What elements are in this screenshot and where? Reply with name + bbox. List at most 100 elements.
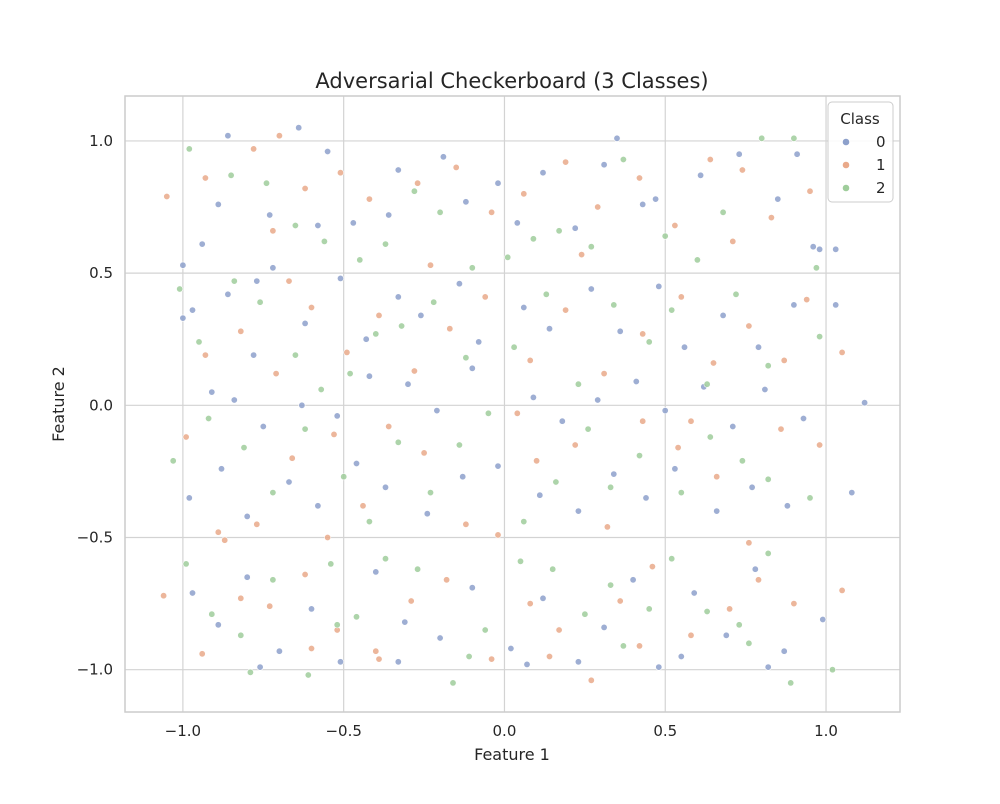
- data-point-class-0: [423, 510, 431, 518]
- data-point-class-2: [262, 179, 270, 187]
- y-tick-label: −1.0: [77, 661, 113, 679]
- data-point-class-2: [320, 237, 328, 245]
- data-point-class-1: [182, 433, 190, 441]
- data-point-class-0: [832, 245, 840, 253]
- data-point-class-0: [677, 652, 685, 660]
- data-point-class-1: [410, 367, 418, 375]
- data-point-class-2: [394, 438, 402, 446]
- data-point-class-1: [745, 322, 753, 330]
- data-point-class-1: [838, 348, 846, 356]
- data-point-class-2: [269, 576, 277, 584]
- data-point-class-1: [816, 441, 824, 449]
- data-point-class-1: [443, 576, 451, 584]
- data-point-class-2: [619, 642, 627, 650]
- data-point-class-1: [709, 359, 717, 367]
- data-point-class-2: [504, 253, 512, 261]
- data-point-class-0: [680, 343, 688, 351]
- data-point-class-1: [198, 650, 206, 658]
- data-point-class-2: [327, 560, 335, 568]
- data-point-class-0: [352, 459, 360, 467]
- data-point-class-0: [336, 658, 344, 666]
- data-point-class-0: [307, 605, 315, 613]
- data-point-class-0: [594, 396, 602, 404]
- data-point-class-1: [336, 169, 344, 177]
- data-point-class-2: [619, 156, 627, 164]
- data-point-class-2: [549, 565, 557, 573]
- data-point-class-1: [639, 417, 647, 425]
- data-point-class-2: [410, 187, 418, 195]
- data-point-class-2: [677, 489, 685, 497]
- data-point-class-1: [780, 356, 788, 364]
- data-point-class-0: [301, 319, 309, 327]
- data-point-class-0: [372, 568, 380, 576]
- data-point-class-1: [275, 132, 283, 140]
- data-point-class-1: [790, 600, 798, 608]
- data-point-class-0: [780, 647, 788, 655]
- data-point-class-0: [754, 343, 762, 351]
- data-point-class-2: [661, 232, 669, 240]
- data-point-class-2: [745, 639, 753, 647]
- legend-entry-label: 1: [876, 156, 886, 174]
- data-point-class-0: [536, 491, 544, 499]
- legend-marker: [842, 138, 850, 146]
- data-point-class-1: [285, 277, 293, 285]
- x-tick-label: 0.0: [493, 722, 517, 740]
- data-point-class-2: [607, 483, 615, 491]
- data-point-class-0: [324, 148, 332, 156]
- data-point-class-2: [372, 330, 380, 338]
- data-point-class-0: [574, 507, 582, 515]
- data-point-class-1: [603, 523, 611, 531]
- data-point-class-1: [301, 185, 309, 193]
- data-point-class-2: [304, 671, 312, 679]
- data-point-class-1: [594, 203, 602, 211]
- data-point-class-1: [767, 214, 775, 222]
- data-point-class-1: [414, 179, 422, 187]
- x-axis-label: Feature 1: [474, 745, 550, 764]
- data-point-class-1: [600, 370, 608, 378]
- data-point-class-0: [507, 644, 515, 652]
- data-point-class-2: [812, 264, 820, 272]
- data-point-class-1: [160, 592, 168, 600]
- data-point-class-1: [253, 520, 261, 528]
- legend-title: Class: [840, 110, 880, 128]
- data-point-class-0: [774, 195, 782, 203]
- data-point-class-0: [632, 377, 640, 385]
- data-point-class-2: [455, 441, 463, 449]
- data-point-class-0: [185, 494, 193, 502]
- grid-lines: [125, 96, 900, 712]
- data-point-class-2: [269, 489, 277, 497]
- data-point-class-0: [848, 489, 856, 497]
- data-point-class-1: [571, 441, 579, 449]
- data-point-class-0: [214, 621, 222, 629]
- data-point-class-1: [266, 602, 274, 610]
- data-point-class-1: [520, 190, 528, 198]
- data-point-class-1: [635, 174, 643, 182]
- data-point-class-2: [552, 478, 560, 486]
- data-point-class-0: [218, 465, 226, 473]
- x-tick-label: −0.5: [325, 722, 361, 740]
- data-point-class-1: [221, 536, 229, 544]
- data-point-class-0: [256, 663, 264, 671]
- data-point-class-0: [298, 401, 306, 409]
- data-point-class-1: [488, 208, 496, 216]
- data-point-class-1: [365, 195, 373, 203]
- data-point-class-0: [652, 195, 660, 203]
- data-point-class-0: [520, 303, 528, 311]
- data-point-class-1: [578, 251, 586, 259]
- data-point-class-0: [539, 169, 547, 177]
- data-point-class-0: [179, 261, 187, 269]
- data-point-class-1: [250, 145, 258, 153]
- data-point-class-0: [455, 280, 463, 288]
- data-point-class-1: [687, 631, 695, 639]
- data-point-class-2: [703, 380, 711, 388]
- data-point-class-1: [616, 597, 624, 605]
- data-point-class-2: [333, 621, 341, 629]
- data-point-class-2: [732, 290, 740, 298]
- data-point-class-0: [751, 565, 759, 573]
- data-point-class-1: [729, 237, 737, 245]
- data-point-class-2: [758, 134, 766, 142]
- data-point-class-1: [330, 430, 338, 438]
- data-point-class-2: [449, 679, 457, 687]
- data-point-class-2: [465, 652, 473, 660]
